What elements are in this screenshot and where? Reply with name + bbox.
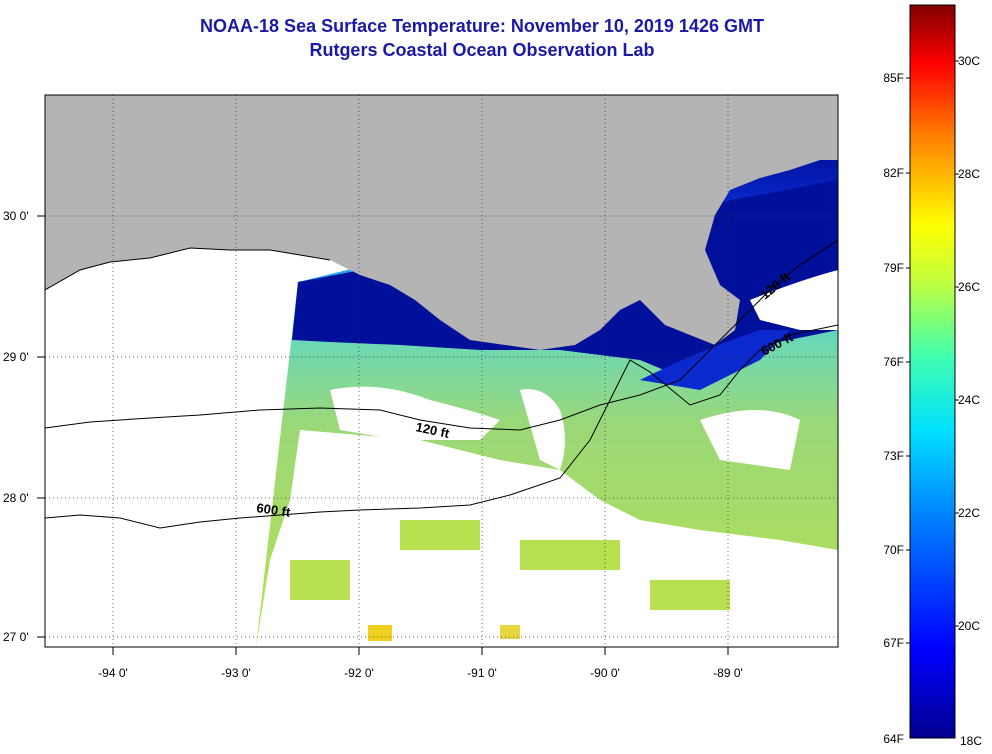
lat-tick-label: 27 0' [3, 630, 29, 644]
lon-tick-label: -91 0' [467, 666, 497, 680]
lon-tick-label: -93 0' [221, 666, 251, 680]
colorbar-f-label: 82F [883, 166, 904, 180]
lon-tick-label: -94 0' [98, 666, 128, 680]
cold-plume [640, 330, 790, 390]
lon-tick-label: -90 0' [590, 666, 620, 680]
map-title: NOAA-18 Sea Surface Temperature: Novembe… [200, 16, 764, 36]
contour-120ft-west [45, 239, 838, 431]
colorbar-f-label: 76F [883, 355, 904, 369]
grid-lines [45, 95, 838, 647]
colorbar-f-label: 73F [883, 449, 904, 463]
map-plot-area [45, 95, 838, 647]
colorbar-f-label: 67F [883, 636, 904, 650]
colorbar-f-label: 64F [883, 732, 904, 746]
warm-spots [290, 520, 730, 641]
colorbar-c-label: 20C [958, 619, 980, 633]
colorbar-f-label: 79F [883, 261, 904, 275]
colorbar-c-label: 22C [958, 506, 980, 520]
colorbar-f-label: 70F [883, 543, 904, 557]
lon-tick-label: -92 0' [344, 666, 374, 680]
lat-tick-label: 28 0' [3, 491, 29, 505]
map-frame [44, 94, 839, 648]
colorbar-c-label: 28C [958, 167, 980, 181]
colorbar-gradient [909, 4, 956, 739]
map-subtitle: Rutgers Coastal Ocean Observation Lab [309, 40, 655, 60]
lon-tick-label: -89 0' [713, 666, 743, 680]
colorbar-c-label: 18C [960, 734, 982, 748]
lat-tick-label: 30 0' [3, 209, 29, 223]
colorbar-f-label: 85F [883, 71, 904, 85]
lat-tick-label: 29 0' [3, 350, 29, 364]
contour-label-600ft-west: 600 ft [256, 500, 292, 520]
land-mass [45, 95, 838, 350]
colorbar-c-label: 30C [958, 54, 980, 68]
colorbar-ticks [906, 60, 959, 644]
tick-marks [37, 215, 729, 655]
coastline [45, 247, 331, 291]
contour-600ft [45, 324, 838, 529]
colorbar-c-label: 26C [958, 280, 980, 294]
colorbar-c-label: 24C [958, 393, 980, 407]
contour-label-120ft-west: 120 ft [414, 419, 451, 441]
